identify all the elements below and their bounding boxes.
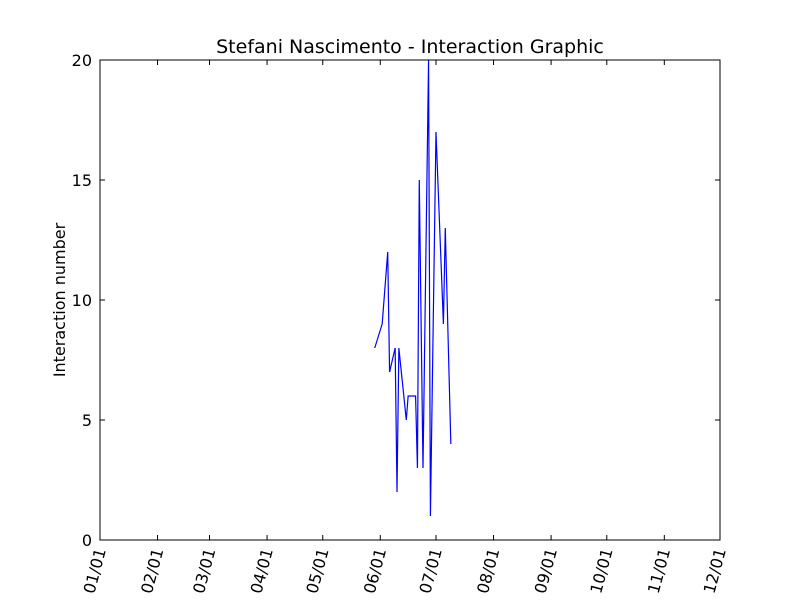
chart-title: Stefani Nascimento - Interaction Graphic bbox=[216, 36, 604, 58]
tick-labels-layer: 01/01 02/01 03/01 04/01 05/01 06/01 07/01 08/01… bbox=[72, 51, 730, 596]
series-layer bbox=[374, 59, 452, 517]
plot-frame bbox=[99, 59, 721, 541]
y-tick-label: 5 bbox=[82, 411, 92, 430]
y-tick-label: 10 bbox=[72, 291, 92, 310]
y-axis-label: Interaction number bbox=[50, 222, 69, 377]
y-tick-label: 20 bbox=[72, 51, 92, 70]
y-tick-label: 15 bbox=[72, 171, 92, 190]
y-tick-label: 0 bbox=[82, 531, 92, 550]
